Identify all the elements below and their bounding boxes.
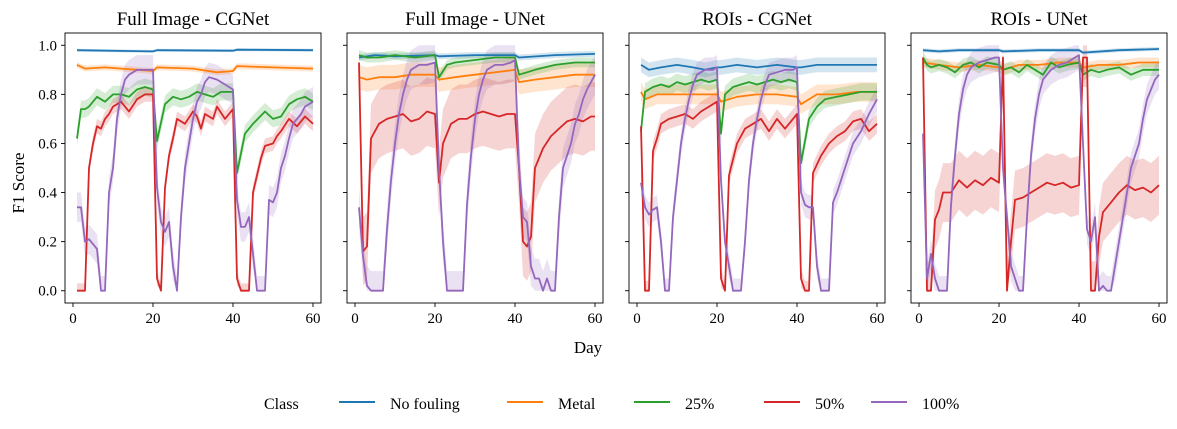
plot-area xyxy=(358,45,596,292)
legend-label: 50% xyxy=(815,396,844,413)
y-tick-label: 0.4 xyxy=(38,186,57,202)
x-tick-label: 0 xyxy=(69,311,77,327)
x-axis-label: Day xyxy=(574,338,603,357)
plot-area xyxy=(922,45,1160,292)
y-axis-label: F1 Score xyxy=(9,153,28,214)
subplot-title: Full Image - CGNet xyxy=(117,9,270,30)
confidence-band-2 xyxy=(923,51,1159,81)
axes-frame xyxy=(64,32,322,304)
subplot-title: ROIs - UNet xyxy=(990,9,1088,30)
subplot-4: ROIs - UNet 0 20 40 60 xyxy=(907,9,1168,327)
legend: Class No fouling Metal 25% 50% 100% xyxy=(264,396,959,413)
plot-area xyxy=(640,55,878,292)
x-tick-label: 60 xyxy=(1152,311,1167,327)
confidence-band-4 xyxy=(77,55,313,291)
y-tick-label: 1.0 xyxy=(38,38,57,54)
x-tick-label: 20 xyxy=(428,311,443,327)
series-line-0 xyxy=(76,48,314,53)
confidence-band-2 xyxy=(77,78,313,182)
x-tick-label: 20 xyxy=(710,311,725,327)
x-tick-label: 20 xyxy=(992,311,1007,327)
subplot-title: Full Image - UNet xyxy=(405,9,546,30)
subplot-3: ROIs - CGNet 0 20 40 60 xyxy=(625,9,886,327)
x-tick-label: 40 xyxy=(226,311,241,327)
series-line-4 xyxy=(640,66,878,292)
series-line-1 xyxy=(76,64,314,74)
x-tick-label: 40 xyxy=(790,311,805,327)
x-tick-label: 40 xyxy=(508,311,523,327)
confidence-band-3 xyxy=(359,45,595,286)
subplot-title: ROIs - CGNet xyxy=(702,9,812,30)
x-tick-label: 0 xyxy=(633,311,641,327)
series-line-4 xyxy=(358,59,596,292)
confidence-band-4 xyxy=(923,45,1159,291)
y-tick-label: 0.6 xyxy=(38,136,57,152)
confidence-band-2 xyxy=(641,71,877,172)
series-line-2 xyxy=(640,78,877,164)
confidence-band-4 xyxy=(641,55,877,291)
series-line-2 xyxy=(922,57,1159,76)
subplot-2: Full Image - UNet 0 20 40 60 xyxy=(343,9,604,327)
series-line-2 xyxy=(76,86,314,174)
series-line-1 xyxy=(358,68,595,83)
axes-frame xyxy=(346,32,604,304)
subplot-grid: Full Image - CGNet 0 20 40 60 0.0 0.2 0.4 0.6 0.8… xyxy=(38,9,1168,327)
series-line-0 xyxy=(922,48,1160,54)
series-line-4 xyxy=(77,68,314,292)
legend-label: Metal xyxy=(558,396,596,413)
plot-area xyxy=(76,48,314,292)
confidence-band-3 xyxy=(641,91,877,291)
x-tick-label: 60 xyxy=(588,311,603,327)
series-line-1 xyxy=(922,61,1159,71)
x-tick-label: 20 xyxy=(146,311,161,327)
legend-label: No fouling xyxy=(390,396,460,413)
y-tick-label: 0.2 xyxy=(38,235,57,251)
x-tick-label: 60 xyxy=(870,311,885,327)
series-line-3 xyxy=(77,93,314,292)
subplot-1: Full Image - CGNet 0 20 40 60 0.0 0.2 0.4 0.6 0.8… xyxy=(38,9,322,327)
confidence-band-1 xyxy=(359,57,595,95)
x-tick-label: 0 xyxy=(915,311,923,327)
x-tick-label: 40 xyxy=(1072,311,1087,327)
confidence-band-1 xyxy=(641,82,877,114)
series-line-2 xyxy=(358,54,595,79)
confidence-band-2 xyxy=(359,50,595,83)
x-tick-label: 60 xyxy=(306,311,321,327)
x-tick-label: 0 xyxy=(351,311,359,327)
series-line-1 xyxy=(640,91,877,106)
legend-label: 100% xyxy=(922,396,959,413)
axes-frame xyxy=(628,32,886,304)
series-line-3 xyxy=(358,62,595,253)
series-line-3 xyxy=(640,100,878,292)
legend-title: Class xyxy=(264,396,299,413)
confidence-band-4 xyxy=(359,45,595,291)
axes-frame xyxy=(910,32,1168,304)
y-tick-label: 0.0 xyxy=(38,284,57,300)
y-tick-label: 0.8 xyxy=(38,87,57,103)
series-line-4 xyxy=(922,54,1160,292)
legend-label: 25% xyxy=(685,396,714,413)
series-line-0 xyxy=(640,64,877,71)
